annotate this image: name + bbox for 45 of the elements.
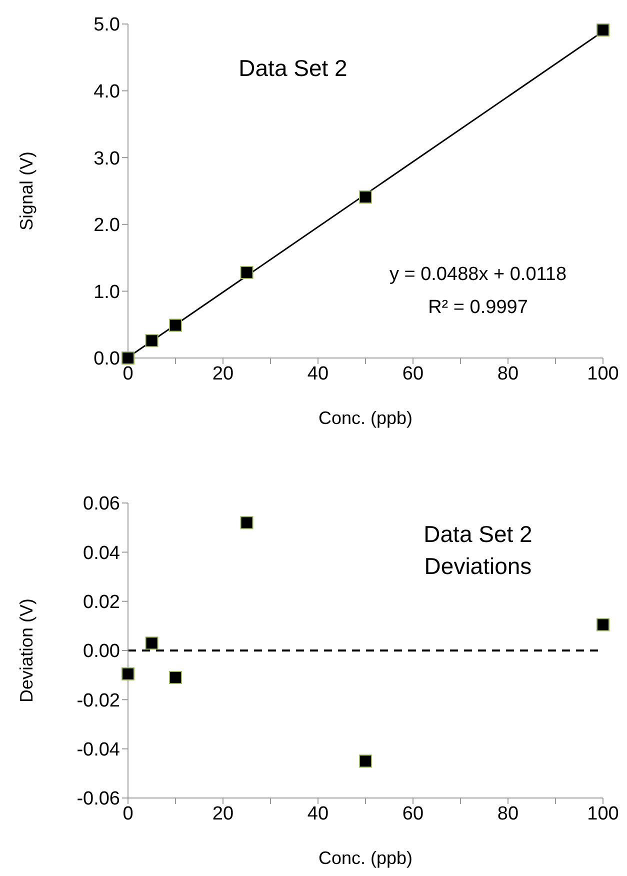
point — [596, 24, 610, 37]
point — [145, 334, 158, 348]
y-tick-label: 0.02 — [83, 592, 120, 614]
x-tick-label: 60 — [402, 803, 424, 824]
x-tick-label: 100 — [587, 363, 619, 384]
x-tick-label: 40 — [307, 803, 329, 824]
x-tick-label: 20 — [212, 363, 234, 384]
y-tick-label: -0.04 — [76, 740, 120, 761]
x-tick-label: 40 — [307, 363, 329, 384]
annotation: y = 0.0488x + 0.0118 — [388, 263, 568, 287]
x-tick-label: 0 — [122, 803, 134, 824]
x-tick-label: 60 — [402, 363, 424, 384]
point — [122, 667, 134, 680]
y-tick-label: 0.06 — [83, 494, 120, 515]
x-tick-label: 80 — [497, 803, 519, 824]
x-axis-title: Conc. (ppb) — [318, 848, 413, 868]
y-tick-label: 0.04 — [83, 542, 120, 564]
x-axis-title: Conc. (ppb) — [318, 408, 413, 428]
x-tick-label: 100 — [587, 803, 619, 824]
point — [145, 636, 158, 650]
point — [169, 318, 182, 332]
point — [169, 671, 182, 684]
point — [240, 516, 254, 530]
x-tick-label: 20 — [212, 803, 234, 824]
y-tick-label: 3.0 — [94, 148, 120, 170]
y-tick-label: 5.0 — [94, 14, 120, 36]
y-tick-label: 2.0 — [94, 215, 120, 236]
x-tick-label: 0 — [122, 363, 134, 384]
y-tick-label: 1.0 — [94, 282, 120, 303]
y-axis-title: Deviation (V) — [16, 598, 36, 703]
annotation: R² = 0.9997 — [427, 296, 529, 320]
y-tick-label: 0.0 — [94, 348, 120, 370]
y-tick-label: -0.06 — [76, 788, 120, 810]
x-tick-label: 80 — [497, 363, 519, 384]
point — [240, 266, 254, 279]
text: Data Set 2 Deviations — [422, 520, 534, 581]
y-tick-label: 0.00 — [83, 641, 120, 662]
text: Data Set 2 — [238, 54, 348, 83]
y-tick-label: -0.02 — [76, 690, 120, 712]
y-axis-title: Signal (V) — [16, 151, 36, 231]
point — [122, 352, 134, 364]
point — [359, 190, 372, 204]
point — [359, 754, 372, 768]
point — [596, 618, 610, 632]
y-tick-label: 4.0 — [94, 82, 120, 103]
